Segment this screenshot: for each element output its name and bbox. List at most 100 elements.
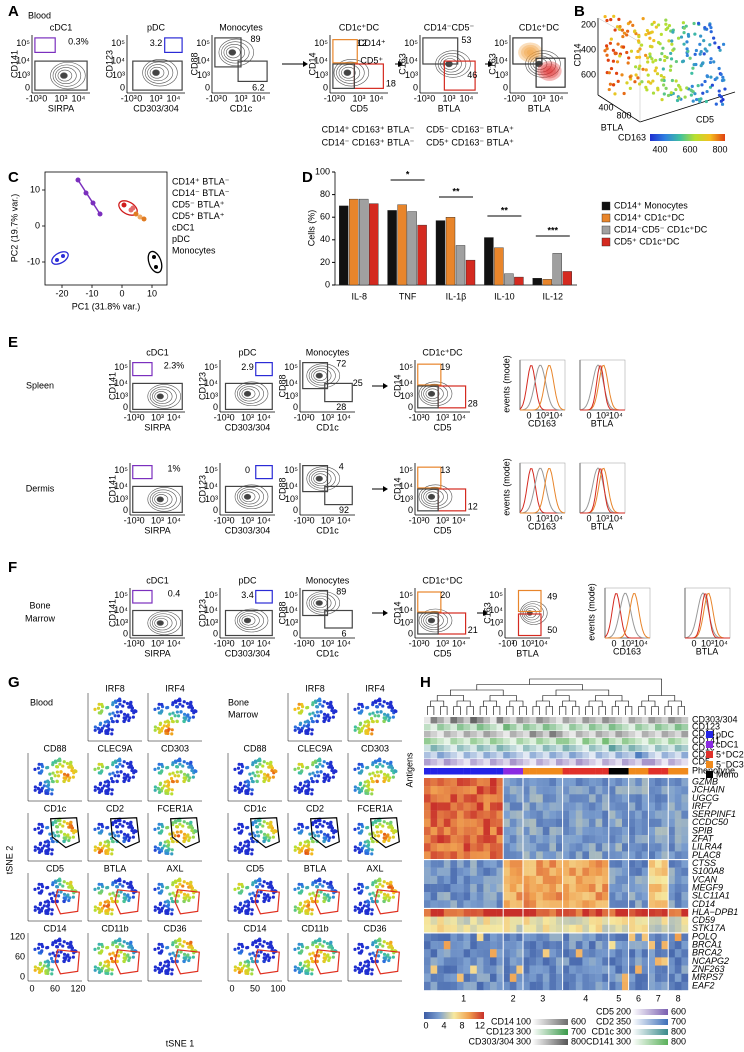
scatter-point xyxy=(704,99,708,104)
x-axis-label: CD303/304 xyxy=(133,103,179,113)
heatmap-cell xyxy=(595,941,603,950)
density-contour xyxy=(149,66,165,79)
tsne-point xyxy=(156,906,160,911)
heatmap-cell xyxy=(457,908,464,917)
colorbar-title: CD163 xyxy=(618,132,646,142)
tsne-point xyxy=(246,945,250,950)
tsne-point xyxy=(233,848,237,852)
antigen-cell xyxy=(536,731,543,738)
heatmap-cell xyxy=(628,965,636,974)
heatmap-cell xyxy=(635,916,642,925)
tsne-point xyxy=(110,899,115,904)
antigen-cell xyxy=(655,768,662,775)
tsne-point xyxy=(119,890,123,894)
heatmap-cell xyxy=(536,859,543,868)
heatmap-cell xyxy=(681,981,689,991)
x-axis-label: BTLA xyxy=(438,103,461,113)
antigen-cell xyxy=(562,768,570,775)
scatter-point xyxy=(670,39,674,43)
tsne-point xyxy=(251,941,255,945)
scatter-point xyxy=(709,57,713,61)
tsne-gate xyxy=(54,949,80,975)
tsne-point xyxy=(273,769,278,773)
heatmap-cell xyxy=(509,786,517,795)
heatmap-cell xyxy=(562,924,570,934)
tsne-point xyxy=(126,773,130,777)
tsne-point xyxy=(111,891,115,895)
dendrogram-branch xyxy=(489,695,517,701)
heatmap-cell xyxy=(635,884,642,893)
x-tick-label: 0 xyxy=(42,93,47,103)
tsne-point xyxy=(99,830,104,834)
antigen-cell xyxy=(628,738,636,745)
tsne-point xyxy=(371,881,375,885)
tsne-point xyxy=(325,881,330,886)
scatter-point xyxy=(663,54,667,59)
antigen-cell xyxy=(569,731,576,738)
antigen-cell xyxy=(516,752,524,759)
heatmap-cell xyxy=(549,875,557,885)
scatter-point xyxy=(691,99,695,103)
tsne-point xyxy=(271,955,275,959)
tsne-point xyxy=(366,903,371,907)
panel-label: C xyxy=(8,169,19,186)
x-tick-label: 0 xyxy=(425,412,430,422)
y-tick-label: 10⁵ xyxy=(284,465,298,475)
density-contour xyxy=(144,61,174,84)
heatmap-cell xyxy=(496,859,504,868)
tsne-point xyxy=(53,939,58,943)
heatmap-cell xyxy=(615,916,623,925)
tsne-point xyxy=(261,884,265,888)
tsne-point xyxy=(179,770,183,774)
antigen-cell xyxy=(549,731,557,738)
tsne-point xyxy=(386,893,390,897)
colorbar-tick: 4 xyxy=(441,1020,446,1030)
heatmap-cell xyxy=(674,867,682,877)
tsne-point xyxy=(115,710,119,714)
tsne-point xyxy=(122,880,126,884)
tsne-point xyxy=(185,761,190,766)
scatter-point xyxy=(708,60,713,65)
heatmap-cell xyxy=(589,802,596,811)
tsne-point xyxy=(358,962,362,967)
density-contour xyxy=(237,610,265,631)
scatter-point xyxy=(650,30,654,34)
density-contour xyxy=(152,69,160,76)
tsne-point xyxy=(244,849,248,853)
gene-label: ZFAT xyxy=(691,834,715,844)
antigen-cell xyxy=(529,752,537,759)
heatmap-cell xyxy=(661,932,669,942)
marker-label: CD2 xyxy=(306,803,324,813)
scale-name: CD141 xyxy=(586,1036,614,1046)
gene-label: BRCA2 xyxy=(692,948,722,958)
heatmap-cell xyxy=(556,941,563,950)
scatter-point xyxy=(669,64,673,68)
heatmap-cell xyxy=(641,892,649,901)
tsne-point xyxy=(250,908,254,912)
scatter-point xyxy=(670,78,674,83)
tsne-point xyxy=(375,779,379,783)
gate xyxy=(34,60,88,91)
scatter-point xyxy=(664,27,668,32)
tsne-point xyxy=(53,759,58,763)
heatmap-cell xyxy=(655,981,662,991)
tsne-point xyxy=(170,972,174,976)
x-tick-label: 10³ xyxy=(596,410,609,420)
scatter-point xyxy=(652,20,656,25)
y-tick-label: 0 xyxy=(413,83,418,93)
tsne-point xyxy=(179,890,183,894)
heatmap-cell xyxy=(470,949,477,958)
tsne-point xyxy=(370,732,374,736)
scatter-point xyxy=(713,41,717,45)
heatmap-cell xyxy=(437,826,444,836)
scatter-point xyxy=(653,69,657,73)
tsne-point xyxy=(67,898,71,903)
tsne-point xyxy=(106,911,110,916)
heatmap-cell xyxy=(509,957,517,966)
heatmap-cell xyxy=(655,851,662,860)
density-contour xyxy=(425,388,440,400)
scatter-point xyxy=(701,61,705,65)
y-tick-label: 10³ xyxy=(405,70,418,80)
gate-percentage: 6.2 xyxy=(252,83,265,93)
y-tick-label: 0 xyxy=(213,402,218,412)
